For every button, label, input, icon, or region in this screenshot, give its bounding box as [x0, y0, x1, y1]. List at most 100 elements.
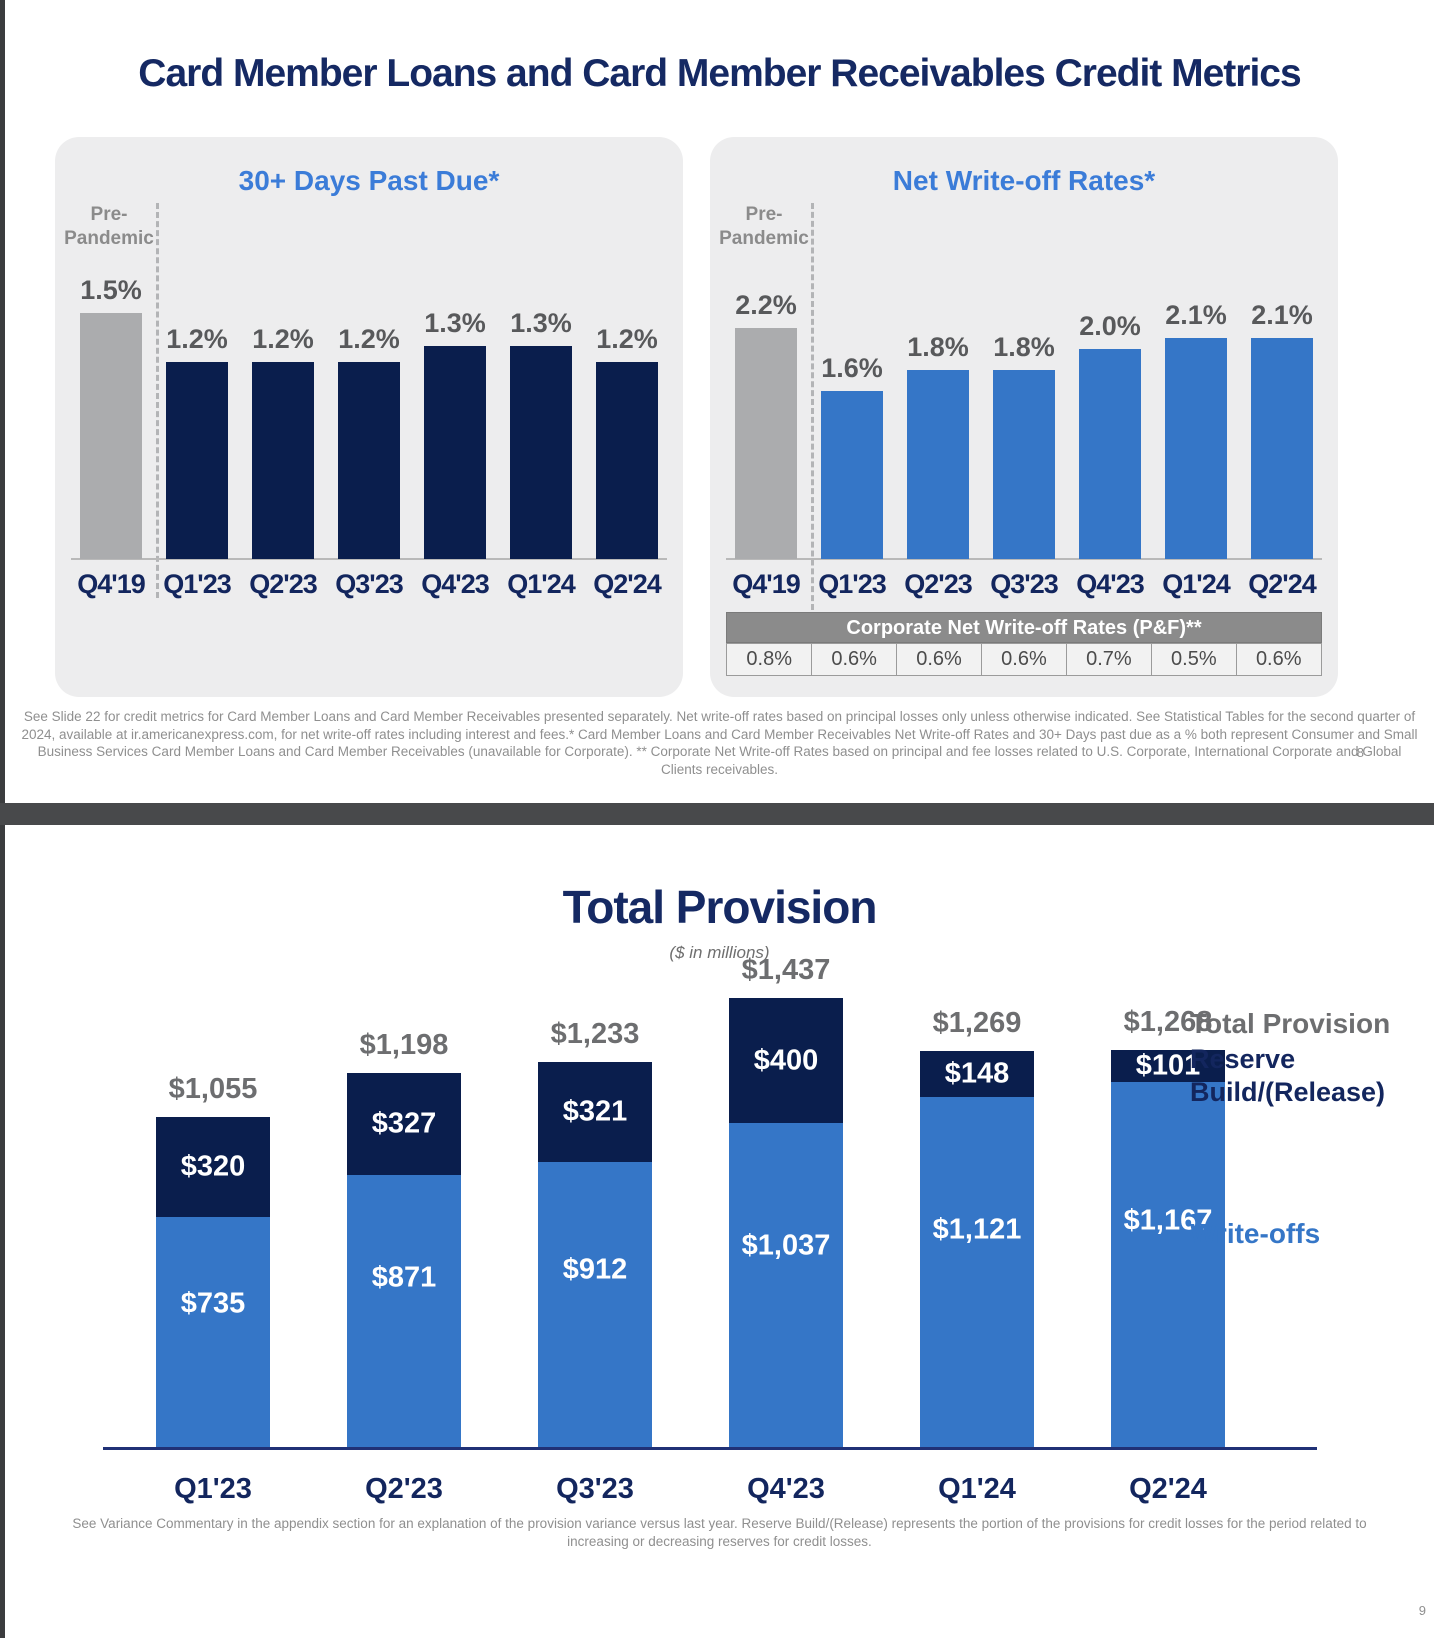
x-axis-label: Q2'24	[1248, 569, 1316, 599]
chart-net-write-off-plot: Pre- Pandemic 2.2% Q4'19 1.6% Q1'23 1.8% Q2'23…	[710, 137, 1338, 697]
quarter-bar	[252, 362, 314, 559]
slide2-title: Total Provision	[562, 881, 878, 933]
quarter-bar	[1251, 338, 1313, 559]
reserve-build-value-label: $101	[1135, 1049, 1201, 1082]
legend-reserve-build-release: Reserve Build/(Release)	[1190, 1044, 1386, 1107]
bar-value-label: 1.2%	[252, 324, 314, 354]
bar-column: 1.2%	[584, 324, 670, 559]
reserve-build-segment	[538, 1062, 652, 1162]
slide-credit-metrics: Card Member Loans and Card Member Receiv…	[5, 0, 1434, 803]
total-provision-label: $1,233	[550, 1018, 640, 1050]
stacked-bar-column: $1,055 $320 $735	[156, 1073, 270, 1447]
bar-column: 1.2%	[240, 324, 326, 559]
bar-column: 1.8%	[895, 332, 981, 559]
chart-total-provision-plot: $1,055 $320 $735 Q1'23 $1,198 $327 $871 Q2'23 $1…	[5, 825, 1434, 1505]
chart-days-past-due-title: 30+ Days Past Due*	[238, 165, 500, 196]
bar-value-label: 2.2%	[735, 290, 797, 320]
total-provision-label: $1,437	[741, 954, 831, 986]
reserve-build-value-label: $148	[944, 1057, 1010, 1090]
corporate-table-cell: 0.6%	[810, 643, 898, 676]
pre-pandemic-bar	[80, 313, 142, 559]
stacked-bar-column: $1,269 $148 $1,121	[920, 1007, 1034, 1447]
reserve-build-segment	[920, 1051, 1034, 1097]
pre-pandemic-label: Pre- Pandemic	[719, 204, 809, 249]
x-axis-label: Q2'24	[593, 569, 661, 599]
panel-net-write-off: Net Write-off Rates* Pre- Pandemic 2.2% Q4…	[710, 137, 1338, 697]
corporate-table-cell: 0.6%	[980, 643, 1068, 676]
chart-days-past-due-plot: Pre- Pandemic 1.5% Q4'19 1.2% Q1'23 1.2% Q2'23…	[55, 137, 683, 697]
reserve-build-segment	[729, 998, 843, 1123]
total-provision-label: $1,268	[1123, 1006, 1213, 1038]
stacked-bar-column: $1,233 $321 $912	[538, 1018, 652, 1447]
x-axis-label: Q3'23	[990, 569, 1058, 599]
legend-total-provision: Total Provision	[1190, 1008, 1391, 1039]
panel-days-past-due: 30+ Days Past Due* Pre- Pandemic 1.5% Q4'1…	[55, 137, 683, 697]
x-axis-label: Q1'23	[174, 1473, 252, 1505]
reserve-build-segment	[156, 1117, 270, 1217]
write-offs-value-label: $1,121	[932, 1213, 1022, 1246]
x-axis-label: Q1'24	[507, 569, 575, 599]
bar-column: 1.8%	[981, 332, 1067, 559]
chart-net-write-off-title: Net Write-off Rates*	[892, 165, 1156, 196]
x-axis-label: Q3'23	[335, 569, 403, 599]
x-axis-line	[726, 558, 1322, 560]
x-axis-line	[71, 558, 667, 560]
x-axis-label: Q4'23	[421, 569, 489, 599]
stacked-bar-column: $1,437 $400 $1,037	[729, 954, 843, 1447]
pre-pandemic-divider	[156, 203, 159, 598]
x-axis-label: Q1'23	[818, 569, 886, 599]
slide2-page-number: 9	[1418, 1603, 1426, 1618]
corporate-table-cell: 0.6%	[895, 643, 983, 676]
corporate-table-cell: 0.8%	[726, 643, 813, 676]
total-provision-label: $1,198	[359, 1029, 449, 1061]
corporate-table-row: 0.8% 0.6% 0.6% 0.6% 0.7% 0.5% 0.6%	[726, 643, 1322, 676]
write-offs-segment	[538, 1162, 652, 1447]
write-offs-value-label: $735	[180, 1287, 246, 1320]
write-offs-segment	[1111, 1082, 1225, 1447]
bar-column: 1.6%	[809, 353, 895, 559]
bar-value-label: 1.8%	[993, 332, 1055, 362]
corporate-table-cell: 0.5%	[1150, 643, 1238, 676]
write-offs-value-label: $871	[371, 1261, 437, 1294]
quarter-bar	[166, 362, 228, 559]
quarter-bar	[821, 391, 883, 559]
slide1-title: Card Member Loans and Card Member Receiv…	[138, 52, 1301, 95]
bar-column: 1.3%	[498, 308, 584, 559]
write-offs-segment	[347, 1175, 461, 1447]
write-offs-value-label: $912	[562, 1253, 628, 1286]
legend-write-offs: Write-offs	[1190, 1218, 1321, 1249]
quarter-bar	[596, 362, 658, 559]
corporate-table-cell: 0.7%	[1065, 643, 1153, 676]
bar-column: 2.0%	[1067, 311, 1153, 559]
bar-value-label: 1.3%	[424, 308, 486, 338]
x-axis-label: Q2'24	[1129, 1473, 1207, 1505]
x-axis-label: Q4'23	[1076, 569, 1144, 599]
x-axis-label: Q2'23	[249, 569, 317, 599]
bar-value-label: 1.6%	[821, 353, 883, 383]
bar-value-label: 1.5%	[80, 275, 142, 305]
quarter-bar	[338, 362, 400, 559]
reserve-build-segment	[347, 1073, 461, 1175]
pre-pandemic-bar	[735, 328, 797, 559]
write-offs-value-label: $1,167	[1123, 1204, 1213, 1237]
bar-column: 1.3%	[412, 308, 498, 559]
bar-value-label: 2.0%	[1079, 311, 1141, 341]
reserve-build-value-label: $320	[180, 1150, 246, 1183]
x-axis-label: Q4'23	[747, 1473, 825, 1505]
bar-value-label: 1.2%	[596, 324, 658, 354]
write-offs-segment	[920, 1097, 1034, 1447]
bar-value-label: 2.1%	[1165, 300, 1227, 330]
stacked-bar-column: $1,198 $327 $871	[347, 1029, 461, 1447]
reserve-build-value-label: $321	[562, 1095, 628, 1128]
quarter-bar	[510, 346, 572, 559]
x-axis-label: Q2'23	[904, 569, 972, 599]
bar-value-label: 1.3%	[510, 308, 572, 338]
slide2-subtitle: ($ in millions)	[669, 943, 770, 962]
corporate-write-off-table: Corporate Net Write-off Rates (P&F)** 0.…	[726, 612, 1322, 676]
quarter-bar	[424, 346, 486, 559]
x-axis-label: Q3'23	[556, 1473, 634, 1505]
stacked-bar-column: $1,268 $101 $1,167	[1111, 1006, 1225, 1447]
x-axis-label: Q2'23	[365, 1473, 443, 1505]
slide-separator	[0, 803, 1434, 825]
reserve-build-segment	[1111, 1050, 1225, 1082]
